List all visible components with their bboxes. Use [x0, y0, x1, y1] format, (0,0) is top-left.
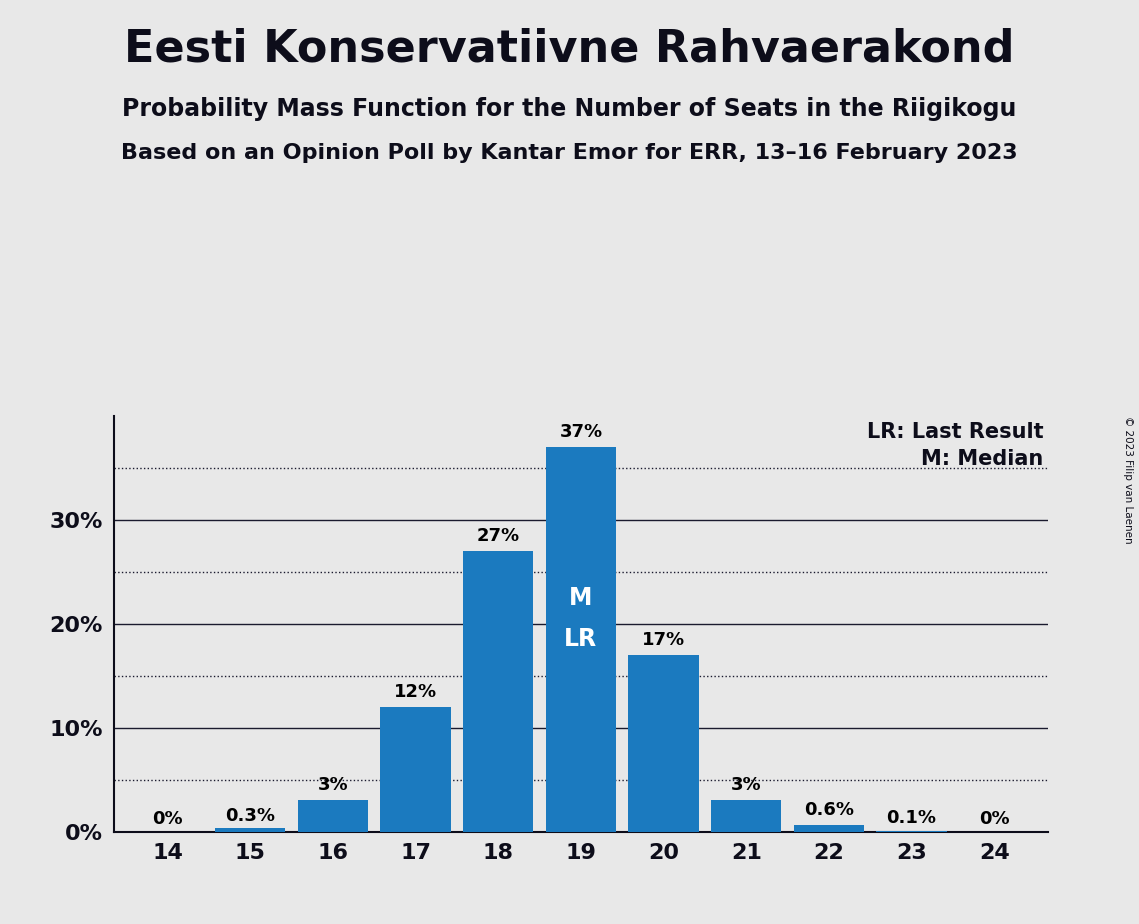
- Bar: [546, 447, 616, 832]
- Text: 0.3%: 0.3%: [226, 808, 276, 825]
- Text: 3%: 3%: [731, 776, 762, 794]
- Bar: [215, 829, 286, 832]
- Text: LR: Last Result: LR: Last Result: [867, 422, 1043, 442]
- Text: 27%: 27%: [477, 527, 519, 544]
- Text: 0.6%: 0.6%: [804, 801, 854, 820]
- Text: Probability Mass Function for the Number of Seats in the Riigikogu: Probability Mass Function for the Number…: [122, 97, 1017, 121]
- Text: Based on an Opinion Poll by Kantar Emor for ERR, 13–16 February 2023: Based on an Opinion Poll by Kantar Emor …: [121, 143, 1018, 164]
- Bar: [297, 800, 368, 832]
- Text: M: Median: M: Median: [921, 449, 1043, 469]
- Text: 37%: 37%: [559, 423, 603, 441]
- Text: LR: LR: [564, 627, 598, 651]
- Bar: [380, 707, 451, 832]
- Text: M: M: [570, 586, 592, 610]
- Bar: [464, 551, 533, 832]
- Bar: [711, 800, 781, 832]
- Text: 12%: 12%: [394, 683, 437, 700]
- Bar: [794, 825, 865, 832]
- Text: 3%: 3%: [318, 776, 349, 794]
- Bar: [876, 831, 947, 832]
- Text: 0.1%: 0.1%: [886, 809, 936, 828]
- Text: 17%: 17%: [642, 631, 685, 649]
- Text: 0%: 0%: [153, 810, 183, 829]
- Text: © 2023 Filip van Laenen: © 2023 Filip van Laenen: [1123, 416, 1133, 543]
- Text: 0%: 0%: [978, 810, 1009, 829]
- Text: Eesti Konservatiivne Rahvaerakond: Eesti Konservatiivne Rahvaerakond: [124, 28, 1015, 71]
- Bar: [629, 655, 698, 832]
